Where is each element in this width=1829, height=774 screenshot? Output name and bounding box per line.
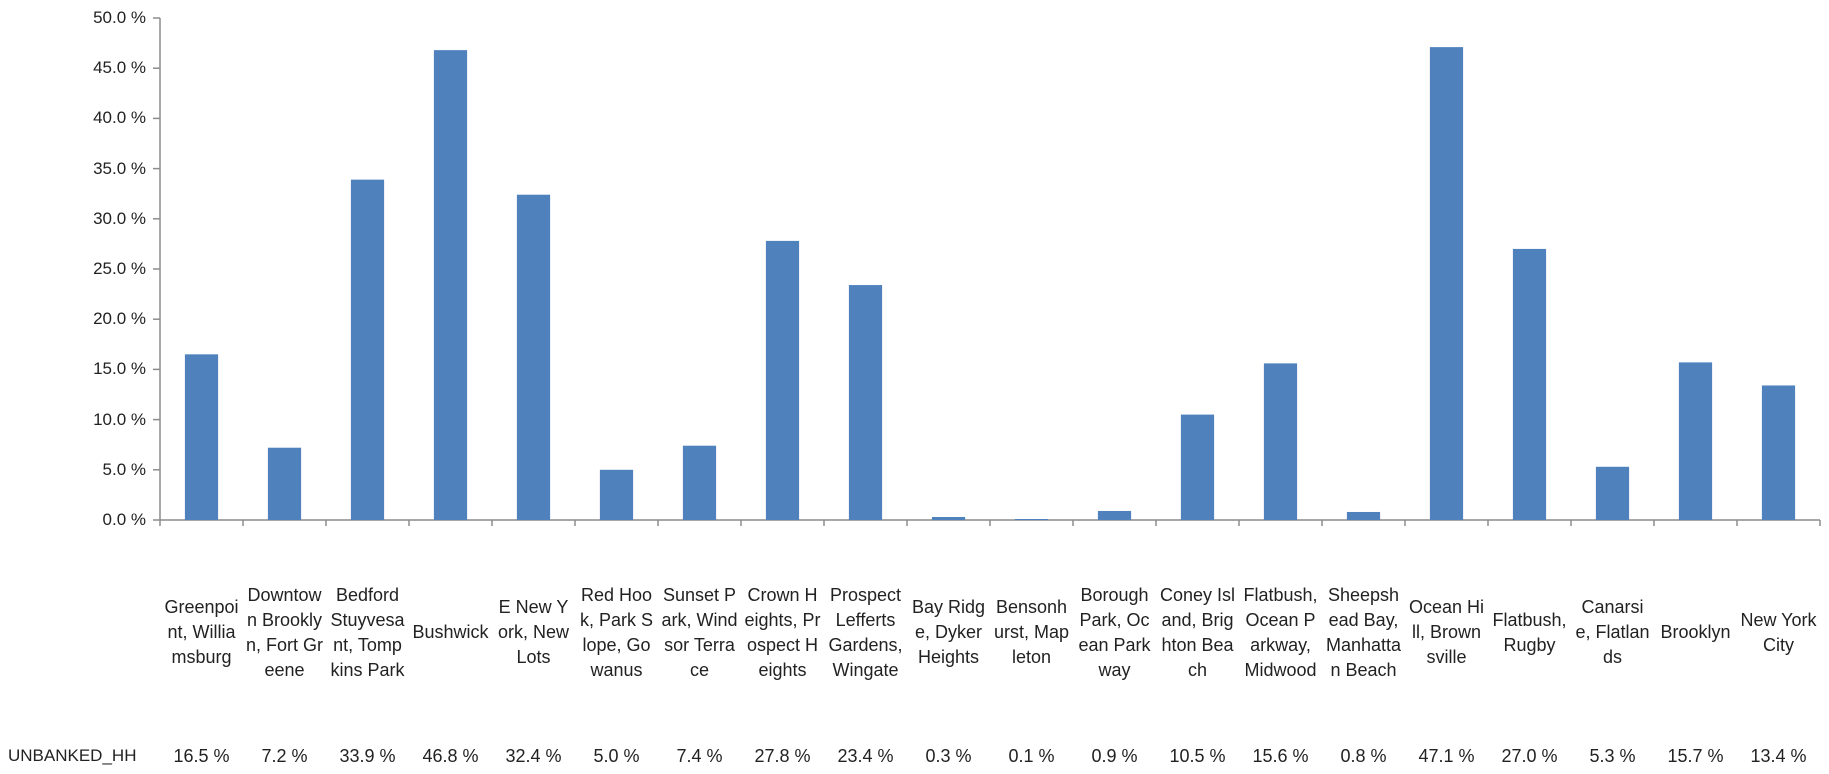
bar — [1180, 414, 1215, 520]
bar — [350, 179, 385, 521]
y-tick-label: 45.0 % — [93, 58, 146, 78]
data-value-label: 16.5 % — [173, 746, 230, 766]
data-value-label: 5.3 % — [1589, 746, 1636, 766]
data-value-label: 27.8 % — [754, 746, 811, 766]
data-value-label: 33.9 % — [339, 746, 396, 766]
x-category-label: E New York, New Lots — [497, 597, 569, 667]
x-category-label: Crown Heights, Prospect Heights — [744, 584, 821, 680]
x-category-label: Flatbush, Ocean Parkway, Midwood — [1243, 584, 1318, 680]
bar — [1263, 363, 1298, 520]
bar — [1097, 510, 1132, 520]
x-category-label: Sunset Park, Windsor Terrace — [661, 584, 738, 680]
y-tick-label: 5.0 % — [102, 459, 146, 479]
data-value-label: 15.6 % — [1252, 746, 1309, 766]
bar — [682, 445, 717, 520]
y-tick-label: 40.0 % — [93, 108, 146, 128]
x-category-label: Bushwick — [412, 622, 489, 642]
data-value-label: 15.7 % — [1667, 746, 1724, 766]
bar — [931, 516, 966, 520]
data-value-label: 46.8 % — [422, 746, 479, 766]
x-category-label: Brooklyn — [1660, 622, 1731, 642]
data-value-label: 0.9 % — [1091, 746, 1138, 766]
bar — [1429, 47, 1464, 521]
data-value-label: 7.4 % — [676, 746, 723, 766]
data-value-label: 5.0 % — [593, 746, 640, 766]
x-category-label: Bensonhurst, Mapleton — [993, 597, 1070, 667]
x-category-label: Canarsie, Flatlands — [1575, 597, 1650, 667]
x-category-label: Borough Park, Ocean Parkway — [1078, 584, 1151, 680]
x-category-label: Bedford Stuyvesant, Tompkins Park — [330, 584, 405, 680]
x-category-label: Red Hook, Park Slope, Gowanus — [579, 584, 654, 680]
y-tick-label: 0.0 % — [102, 510, 146, 529]
bar — [1512, 248, 1547, 521]
data-value-label: 27.0 % — [1501, 746, 1558, 766]
x-category-label: New York City — [1740, 609, 1817, 655]
x-category-label: Greenpoint, Williamsburg — [164, 597, 239, 667]
y-tick-label: 30.0 % — [93, 208, 146, 228]
x-category-label: Downtown Brooklyn, Fort Greene — [246, 584, 324, 680]
bar — [848, 285, 883, 520]
x-category-label: Ocean Hill, Brownsville — [1408, 597, 1485, 667]
data-value-label: 7.2 % — [261, 746, 308, 766]
data-value-label: 0.1 % — [1008, 746, 1055, 766]
data-value-label: 0.8 % — [1340, 746, 1387, 766]
y-tick-label: 35.0 % — [93, 158, 146, 178]
data-value-label: 0.3 % — [925, 746, 972, 766]
bar — [1678, 362, 1713, 520]
y-tick-label: 50.0 % — [93, 8, 146, 27]
x-category-label: Sheepshead Bay, Manhattan Beach — [1325, 584, 1402, 680]
data-value-label: 32.4 % — [505, 746, 562, 766]
data-value-label: 10.5 % — [1169, 746, 1226, 766]
bar — [599, 469, 634, 520]
y-tick-label: 15.0 % — [93, 359, 146, 379]
x-category-label: Prospect Lefferts Gardens, Wingate — [828, 584, 903, 680]
bar — [1014, 518, 1049, 520]
x-category-label: Flatbush, Rugby — [1492, 609, 1567, 655]
bar — [1595, 466, 1630, 520]
data-value-label: 13.4 % — [1750, 746, 1807, 766]
series-name-label: UNBANKED_HH — [8, 746, 137, 765]
data-value-label: 23.4 % — [837, 746, 894, 766]
x-category-label: Coney Island, Brighton Beach — [1159, 584, 1236, 680]
bar — [516, 194, 551, 521]
bar — [184, 354, 219, 520]
bar — [1346, 511, 1381, 520]
data-value-label: 47.1 % — [1418, 746, 1475, 766]
bar — [1761, 385, 1796, 520]
y-tick-label: 25.0 % — [93, 259, 146, 278]
bar — [765, 240, 800, 520]
y-tick-label: 20.0 % — [93, 309, 146, 329]
y-tick-label: 10.0 % — [93, 409, 146, 429]
bar — [433, 50, 468, 521]
x-category-label: Bay Ridge, Dyker Heights — [911, 597, 986, 667]
bar — [267, 447, 302, 520]
